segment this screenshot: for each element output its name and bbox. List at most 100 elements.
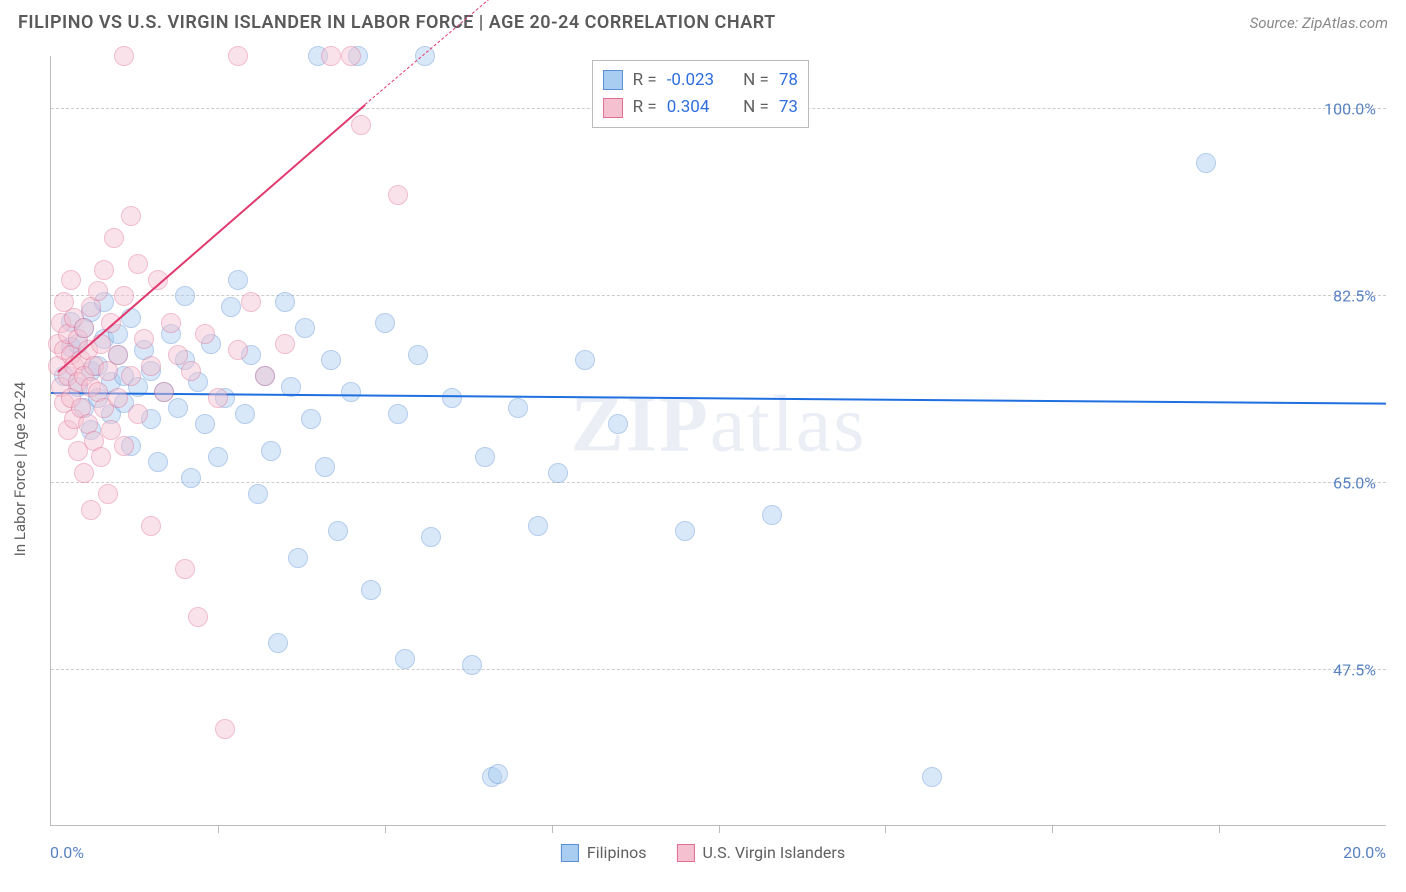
data-point [375, 313, 395, 333]
data-point [61, 270, 81, 290]
y-tick-label: 82.5% [1333, 287, 1376, 306]
stat-r-value: 0.304 [667, 94, 725, 121]
data-point [488, 764, 508, 784]
data-point [121, 366, 141, 386]
data-point [108, 388, 128, 408]
data-point [114, 286, 134, 306]
stats-row: R = -0.023 N = 78 [603, 67, 798, 94]
data-point [275, 334, 295, 354]
gridline [51, 669, 1386, 670]
data-point [321, 46, 341, 66]
data-point [361, 580, 381, 600]
data-point [188, 607, 208, 627]
data-point [275, 292, 295, 312]
chart-header: FILIPINO VS U.S. VIRGIN ISLANDER IN LABO… [0, 0, 1406, 43]
legend-item: Filipinos [561, 843, 647, 862]
data-point [241, 292, 261, 312]
data-point [395, 649, 415, 669]
stats-row: R = 0.304 N = 73 [603, 94, 798, 121]
data-point [141, 516, 161, 536]
y-axis-label: In Labor Force | Age 20-24 [11, 382, 29, 556]
legend: Filipinos U.S. Virgin Islanders [561, 843, 845, 862]
data-point [195, 324, 215, 344]
legend-item: U.S. Virgin Islanders [677, 843, 846, 862]
data-point [181, 468, 201, 488]
data-point [208, 447, 228, 467]
data-point [91, 447, 111, 467]
data-point [134, 329, 154, 349]
data-point [408, 345, 428, 365]
data-point [388, 404, 408, 424]
x-tick [552, 825, 553, 833]
stat-n-label: N = [735, 67, 769, 94]
x-tick [885, 825, 886, 833]
data-point [215, 719, 235, 739]
x-tick [218, 825, 219, 833]
source-label: Source: ZipAtlas.com [1250, 14, 1388, 32]
y-tick-label: 100.0% [1324, 100, 1376, 119]
data-point [128, 404, 148, 424]
stat-r-label: R = [633, 67, 657, 94]
data-point [74, 463, 94, 483]
data-point [228, 46, 248, 66]
stat-n-value: 73 [779, 94, 798, 121]
data-point [98, 484, 118, 504]
x-tick [1219, 825, 1220, 833]
data-point [108, 345, 128, 365]
data-point [301, 409, 321, 429]
x-tick [719, 825, 720, 833]
data-point [462, 655, 482, 675]
data-point [421, 527, 441, 547]
data-point [114, 436, 134, 456]
data-point [268, 633, 288, 653]
chart-title: FILIPINO VS U.S. VIRGIN ISLANDER IN LABO… [18, 12, 776, 33]
data-point [221, 297, 241, 317]
stats-box: R = -0.023 N = 78R = 0.304 N = 73 [592, 60, 809, 128]
data-point [415, 46, 435, 66]
data-point [228, 270, 248, 290]
y-tick-label: 47.5% [1333, 661, 1376, 680]
data-point [175, 286, 195, 306]
data-point [475, 447, 495, 467]
x-tick [385, 825, 386, 833]
series-swatch [603, 70, 623, 90]
data-point [1196, 153, 1216, 173]
data-point [388, 185, 408, 205]
data-point [114, 46, 134, 66]
data-point [128, 254, 148, 274]
data-point [161, 313, 181, 333]
data-point [442, 388, 462, 408]
data-point [321, 350, 341, 370]
data-point [328, 521, 348, 541]
data-point [195, 414, 215, 434]
legend-label: Filipinos [587, 843, 647, 862]
data-point [208, 388, 228, 408]
data-point [181, 361, 201, 381]
series-swatch [603, 98, 623, 118]
legend-swatch [677, 844, 695, 862]
data-point [228, 340, 248, 360]
gridline [51, 482, 1386, 483]
data-point [341, 46, 361, 66]
x-tick [1052, 825, 1053, 833]
data-point [154, 382, 174, 402]
data-point [148, 452, 168, 472]
data-point [295, 318, 315, 338]
data-point [74, 318, 94, 338]
data-point [168, 398, 188, 418]
stat-n-value: 78 [779, 67, 798, 94]
data-point [175, 559, 195, 579]
data-point [121, 308, 141, 328]
data-point [81, 500, 101, 520]
data-point [608, 414, 628, 434]
stat-r-label: R = [633, 94, 657, 121]
data-point [675, 521, 695, 541]
data-point [762, 505, 782, 525]
trend-line [51, 392, 1386, 405]
data-point [141, 356, 161, 376]
data-point [528, 516, 548, 536]
x-axis-min-label: 0.0% [50, 843, 84, 862]
data-point [235, 404, 255, 424]
legend-label: U.S. Virgin Islanders [703, 843, 846, 862]
x-axis-max-label: 20.0% [1343, 843, 1386, 862]
